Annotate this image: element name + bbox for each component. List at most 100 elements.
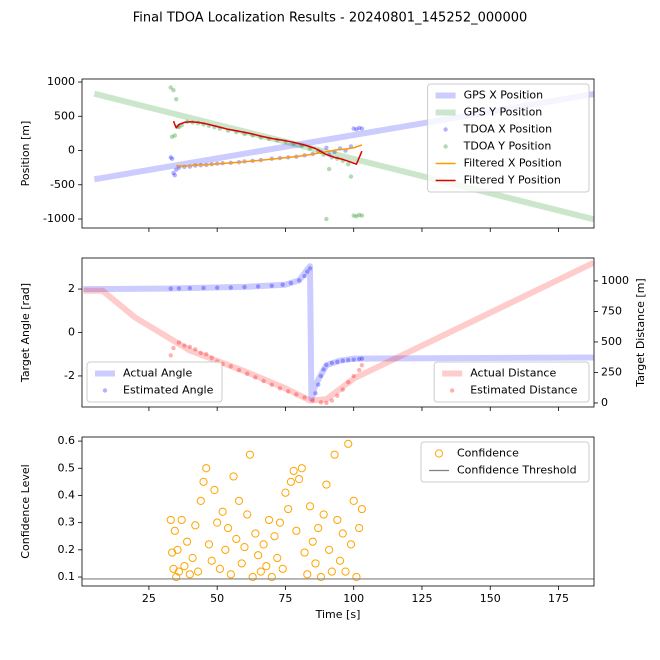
point [171, 88, 176, 93]
point [174, 567, 184, 576]
point [319, 510, 328, 519]
y-tick-label: 500 [54, 109, 75, 122]
point [229, 472, 238, 481]
point [286, 477, 295, 486]
point [338, 529, 347, 538]
point [305, 269, 310, 274]
y-tick-label: -2 [64, 369, 75, 382]
point [182, 343, 187, 348]
y-tick-label: 0 [68, 326, 75, 339]
point [346, 540, 356, 549]
point [277, 386, 283, 391]
point [288, 280, 294, 286]
point [183, 537, 192, 546]
point [261, 378, 266, 384]
y-tick-label: 2 [68, 282, 75, 295]
x-tick-label: 25 [142, 592, 156, 605]
legend-label: Filtered Y Position [464, 174, 561, 187]
point [236, 367, 242, 373]
point [185, 570, 194, 579]
point [351, 213, 356, 218]
point [335, 359, 340, 365]
point [322, 480, 331, 489]
point [316, 382, 321, 387]
y-axis-label: Target Angle [rad] [19, 283, 32, 383]
point [357, 504, 366, 514]
point [168, 286, 173, 291]
line [93, 90, 594, 223]
x-tick-label: 175 [548, 592, 569, 605]
point [213, 518, 222, 527]
point [176, 340, 182, 345]
point [341, 567, 350, 576]
point [218, 507, 227, 516]
point [259, 540, 268, 549]
point [324, 145, 329, 150]
point [202, 464, 211, 473]
point [346, 162, 351, 167]
point [169, 134, 175, 140]
y-tick-label: -1000 [43, 212, 75, 225]
point [330, 450, 339, 459]
point [359, 126, 365, 131]
point [356, 212, 362, 218]
point [168, 353, 173, 358]
legend-label: GPS X Position [464, 89, 544, 102]
legend-label: Filtered X Position [464, 157, 562, 170]
point [214, 285, 220, 290]
legend-label: Confidence [457, 447, 519, 460]
point [166, 515, 175, 525]
point [245, 371, 250, 376]
point [234, 496, 244, 505]
point [199, 477, 208, 486]
point [273, 553, 282, 563]
point [176, 286, 182, 291]
point [237, 559, 246, 568]
legend-label: GPS Y Position [464, 106, 543, 119]
y2-tick-label: 1000 [601, 274, 629, 287]
point [198, 350, 203, 356]
point [359, 356, 365, 361]
point [302, 395, 307, 400]
data-layer [83, 259, 594, 406]
y-tick-label: 0 [68, 144, 75, 157]
point [356, 356, 362, 362]
point [281, 488, 290, 497]
legend-label: TDOA X Position [463, 123, 553, 136]
legend-label: Actual Distance [470, 367, 556, 380]
point [269, 283, 274, 289]
point [251, 529, 260, 538]
point [316, 572, 326, 582]
point [327, 567, 336, 576]
point [340, 387, 345, 392]
point [349, 496, 358, 505]
point [355, 523, 364, 533]
legend-box [427, 83, 590, 193]
point [204, 351, 209, 357]
point [348, 174, 354, 179]
y2-tick-label: 250 [601, 365, 622, 378]
point [254, 551, 263, 560]
point [267, 572, 276, 582]
point [226, 570, 235, 579]
y2-tick-label: 500 [601, 335, 622, 348]
point [354, 214, 359, 219]
point [297, 464, 306, 473]
point [324, 400, 329, 406]
point [354, 127, 359, 132]
point [359, 213, 365, 218]
figure-title: Final TDOA Localization Results - 202408… [133, 11, 528, 26]
point [171, 345, 176, 351]
point [240, 543, 249, 552]
point [294, 475, 304, 484]
y-tick-label: 0.5 [58, 461, 76, 474]
point [278, 564, 287, 573]
y2-tick-label: 750 [601, 304, 622, 317]
point [356, 367, 362, 373]
point [352, 572, 361, 582]
point [280, 282, 285, 287]
point [314, 523, 323, 533]
point [324, 362, 329, 368]
point [329, 360, 335, 366]
